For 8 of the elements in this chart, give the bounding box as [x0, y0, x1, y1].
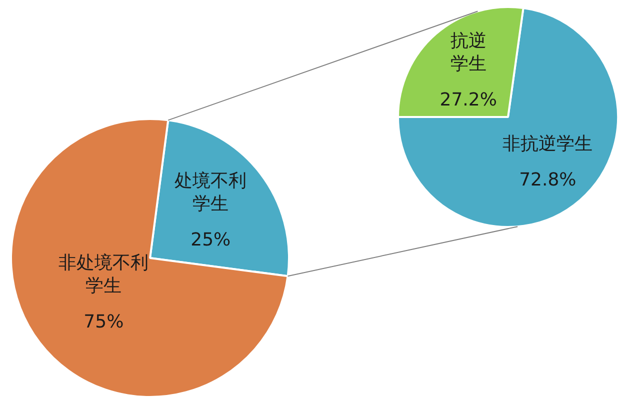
slice-label: 处境不利学生: [174, 170, 247, 215]
slice-label: 非处境不利学生: [58, 252, 149, 297]
data-label: 75%: [84, 312, 124, 333]
data-label: 27.2%: [440, 89, 497, 110]
data-label: 25%: [190, 230, 231, 251]
data-label: 72.8%: [519, 169, 576, 190]
slice-label: 抗逆学生: [450, 30, 486, 74]
slice-label: 非抗逆学生: [502, 133, 593, 154]
